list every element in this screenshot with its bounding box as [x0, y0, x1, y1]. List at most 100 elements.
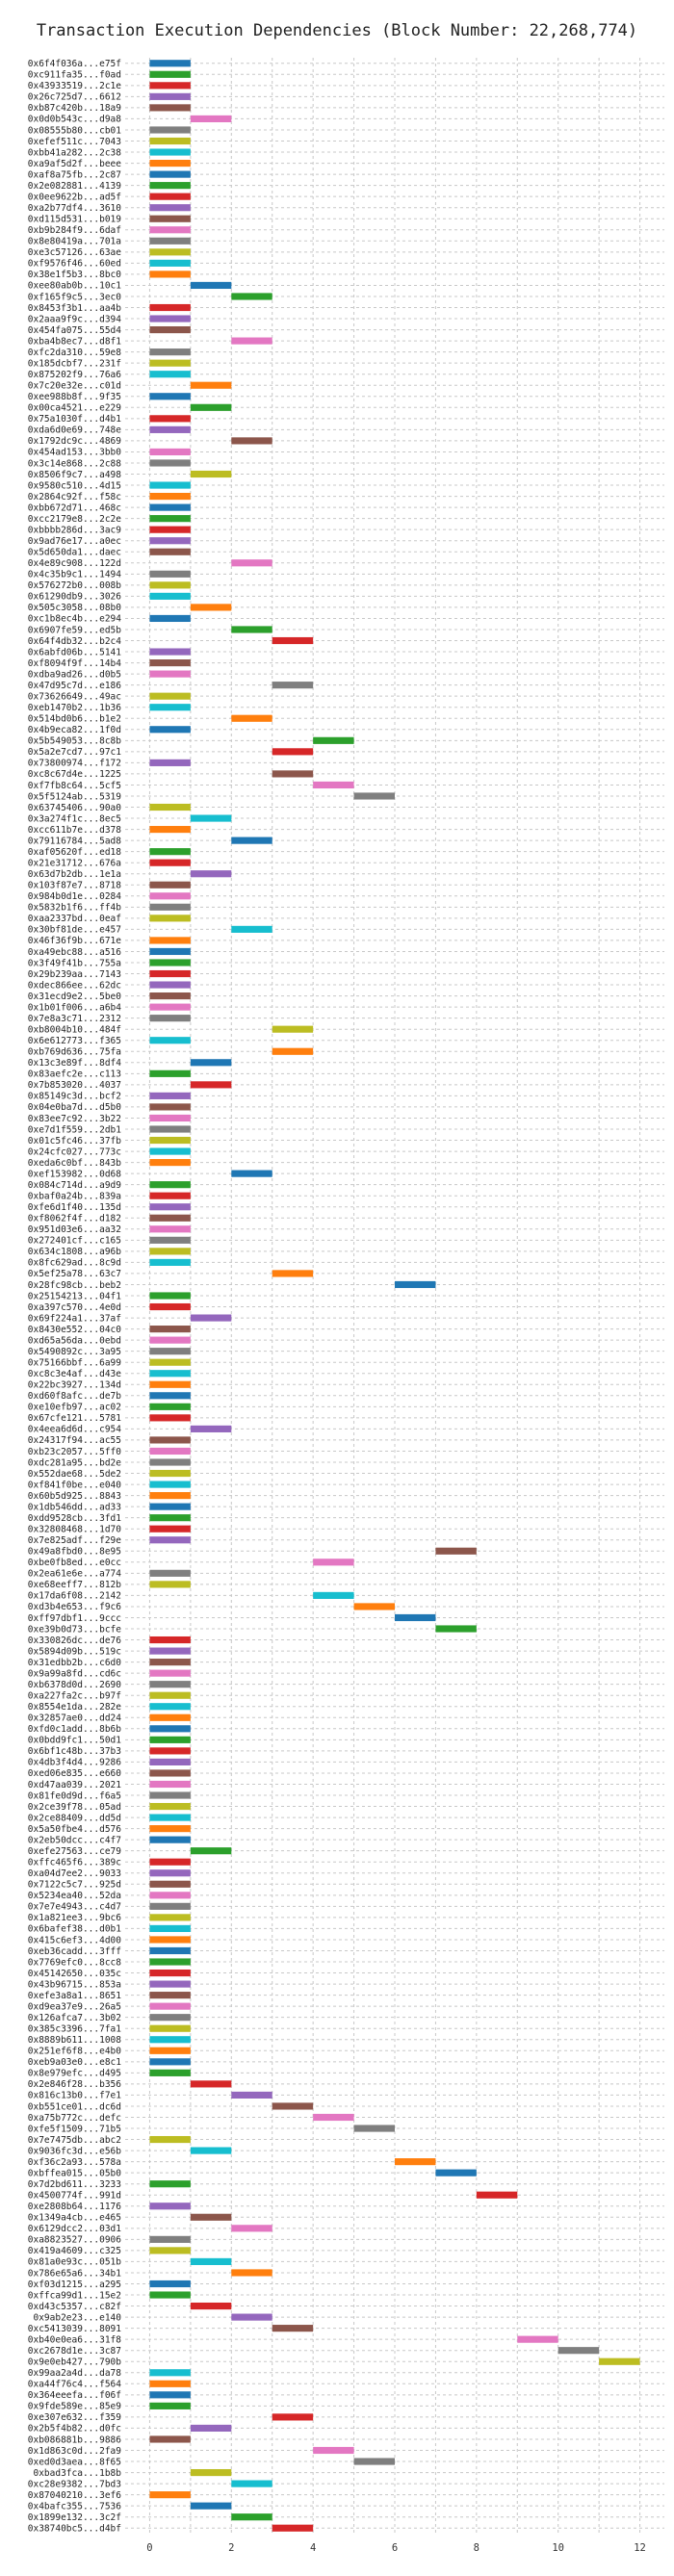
y-tick-label: 0x73626649...49ac: [28, 691, 121, 702]
transaction-bar: [272, 1025, 314, 1033]
y-tick-label: 0x185dcbf7...231f: [28, 358, 121, 369]
transaction-bar: [149, 303, 191, 312]
transaction-bar: [149, 1436, 191, 1444]
transaction-bar: [149, 581, 191, 589]
transaction-bar: [149, 2235, 191, 2243]
transaction-bar: [149, 1669, 191, 1677]
y-tick-label: 0x8506f9c7...a498: [28, 470, 122, 480]
transaction-bar: [353, 2458, 395, 2465]
transaction-bar: [149, 1892, 191, 1899]
y-tick-label: 0x9e0eb427...790b: [28, 2357, 122, 2368]
y-tick-label: 0x4c35b9c1...1494: [28, 570, 122, 580]
transaction-bar: [149, 937, 191, 944]
y-tick-label: 0x04e0ba7d...d5b0: [28, 1102, 122, 1113]
y-tick-label: 0x634c1808...a96b: [28, 1247, 122, 1257]
y-tick-label: 0x13c3e89f...8df4: [28, 1058, 122, 1069]
transaction-bar: [149, 493, 191, 501]
transaction-bar: [231, 2313, 272, 2321]
transaction-bar: [149, 1691, 191, 1699]
y-tick-label: 0x6129dcc2...03d1: [28, 2224, 122, 2234]
transaction-bar: [149, 1380, 191, 1388]
y-tick-label: 0x67cfe121...5781: [28, 1413, 122, 1424]
transaction-bar: [149, 881, 191, 889]
y-tick-label: 0x8889b611...1008: [28, 2035, 122, 2046]
transaction-bar: [190, 281, 232, 290]
transaction-bar: [149, 1414, 191, 1422]
y-tick-label: 0xbb672d71...468c: [28, 502, 121, 513]
transaction-bar: [395, 1280, 436, 1289]
transaction-bar: [231, 1170, 272, 1177]
y-tick-label: 0xbe0fb8ed...e0cc: [28, 1558, 121, 1568]
y-tick-label: 0x4500774f...991d: [28, 2191, 121, 2202]
y-tick-label: 0x9ad76e17...a0ec: [28, 536, 121, 547]
y-tick-label: 0xa04d7ee2...9033: [28, 1868, 121, 1879]
y-tick-label: 0x5b549053...8c8b: [28, 736, 122, 747]
transaction-bar: [149, 1248, 191, 1255]
y-tick-label: 0xed0d3aea...8f65: [28, 2457, 121, 2467]
y-tick-label: 0x4db3f4d4...9286: [28, 1758, 122, 1768]
y-tick-label: 0x73800974...f172: [28, 759, 121, 769]
transaction-bar: [231, 559, 272, 567]
y-tick-label: 0xe2808b64...1176: [28, 2202, 122, 2212]
y-tick-label: 0x08555b80...cb01: [28, 125, 122, 136]
y-tick-label: 0x6907fe59...ed5b: [28, 625, 122, 635]
transaction-bar: [149, 60, 191, 67]
y-tick-label: 0x49a8fbd0...8e95: [28, 1547, 121, 1558]
transaction-bar: [149, 1336, 191, 1344]
transaction-bar: [149, 914, 191, 922]
transaction-bar: [231, 626, 272, 633]
y-tick-label: 0x2b5f4b82...d0fc: [28, 2424, 121, 2434]
transaction-bar: [149, 1536, 191, 1544]
y-tick-label: 0xd43c5357...c82f: [28, 2302, 121, 2312]
transaction-bar: [313, 781, 354, 789]
transaction-bar: [149, 826, 191, 834]
x-tick-label: 12: [634, 2542, 646, 2554]
y-tick-label: 0x2ea61e6e...a774: [28, 1569, 122, 1580]
transaction-bar: [149, 2280, 191, 2288]
transaction-bar: [149, 1181, 191, 1189]
transaction-bar: [149, 726, 191, 734]
transaction-bar: [149, 215, 191, 222]
y-tick-label: 0x43b96715...853a: [28, 1979, 121, 1990]
transaction-bar: [149, 1326, 191, 1333]
transaction-bar: [149, 1492, 191, 1500]
transaction-bar: [190, 604, 232, 611]
transaction-bar: [272, 2524, 314, 2532]
transaction-bar: [149, 1758, 191, 1765]
y-tick-label: 0x75166bbf...6a99: [28, 1358, 122, 1369]
transaction-bar: [231, 2269, 272, 2277]
y-tick-label: 0x45142650...035c: [28, 1969, 121, 1979]
y-tick-label: 0x786e65a6...34b1: [28, 2268, 122, 2279]
y-tick-label: 0xb769d636...75fa: [28, 1047, 121, 1058]
transaction-bar: [149, 969, 191, 978]
y-tick-label: 0x8453f3b1...aa4b: [28, 303, 122, 314]
transaction-bar: [149, 148, 191, 156]
y-tick-label: 0x084c714d...a9d9: [28, 1180, 122, 1191]
y-tick-label: 0xfe5f1509...71b5: [28, 2124, 121, 2134]
y-tick-label: 0xb086881b...9886: [28, 2434, 122, 2445]
y-tick-label: 0xbffea015...05b0: [28, 2168, 122, 2178]
transaction-bar: [313, 736, 354, 744]
y-tick-label: 0x7e7475db...abc2: [28, 2135, 121, 2146]
transaction-bar: [149, 526, 191, 533]
y-tick-label: 0xdd9528cb...3fd1: [28, 1513, 122, 1524]
y-tick-label: 0x31edbb2b...c6d0: [28, 1658, 122, 1668]
y-tick-label: 0xa9af5d2f...beee: [28, 159, 122, 169]
y-tick-label: 0x2e846f28...b356: [28, 2079, 122, 2090]
transaction-bar: [149, 1447, 191, 1455]
y-tick-label: 0xf165f9c5...3ec0: [28, 292, 122, 302]
transaction-bar: [231, 837, 272, 844]
transaction-bar: [149, 82, 191, 90]
y-tick-label: 0xeda6c0bf...843b: [28, 1158, 122, 1169]
transaction-bar: [313, 1558, 354, 1566]
y-tick-label: 0x7c20e32e...c01d: [28, 381, 121, 392]
y-tick-label: 0x00ca4521...e229: [28, 403, 122, 414]
transaction-bar: [190, 2257, 232, 2266]
y-tick-label: 0x984b0d1e...0284: [28, 891, 122, 902]
y-tick-label: 0xa49ebc88...a516: [28, 947, 122, 958]
transaction-bar: [149, 1403, 191, 1410]
transaction-bar: [149, 359, 191, 367]
transaction-bar: [149, 704, 191, 711]
y-tick-label: 0xe39b0d73...bcfe: [28, 1624, 122, 1635]
y-tick-label: 0xaf05620f...ed18: [28, 847, 122, 858]
